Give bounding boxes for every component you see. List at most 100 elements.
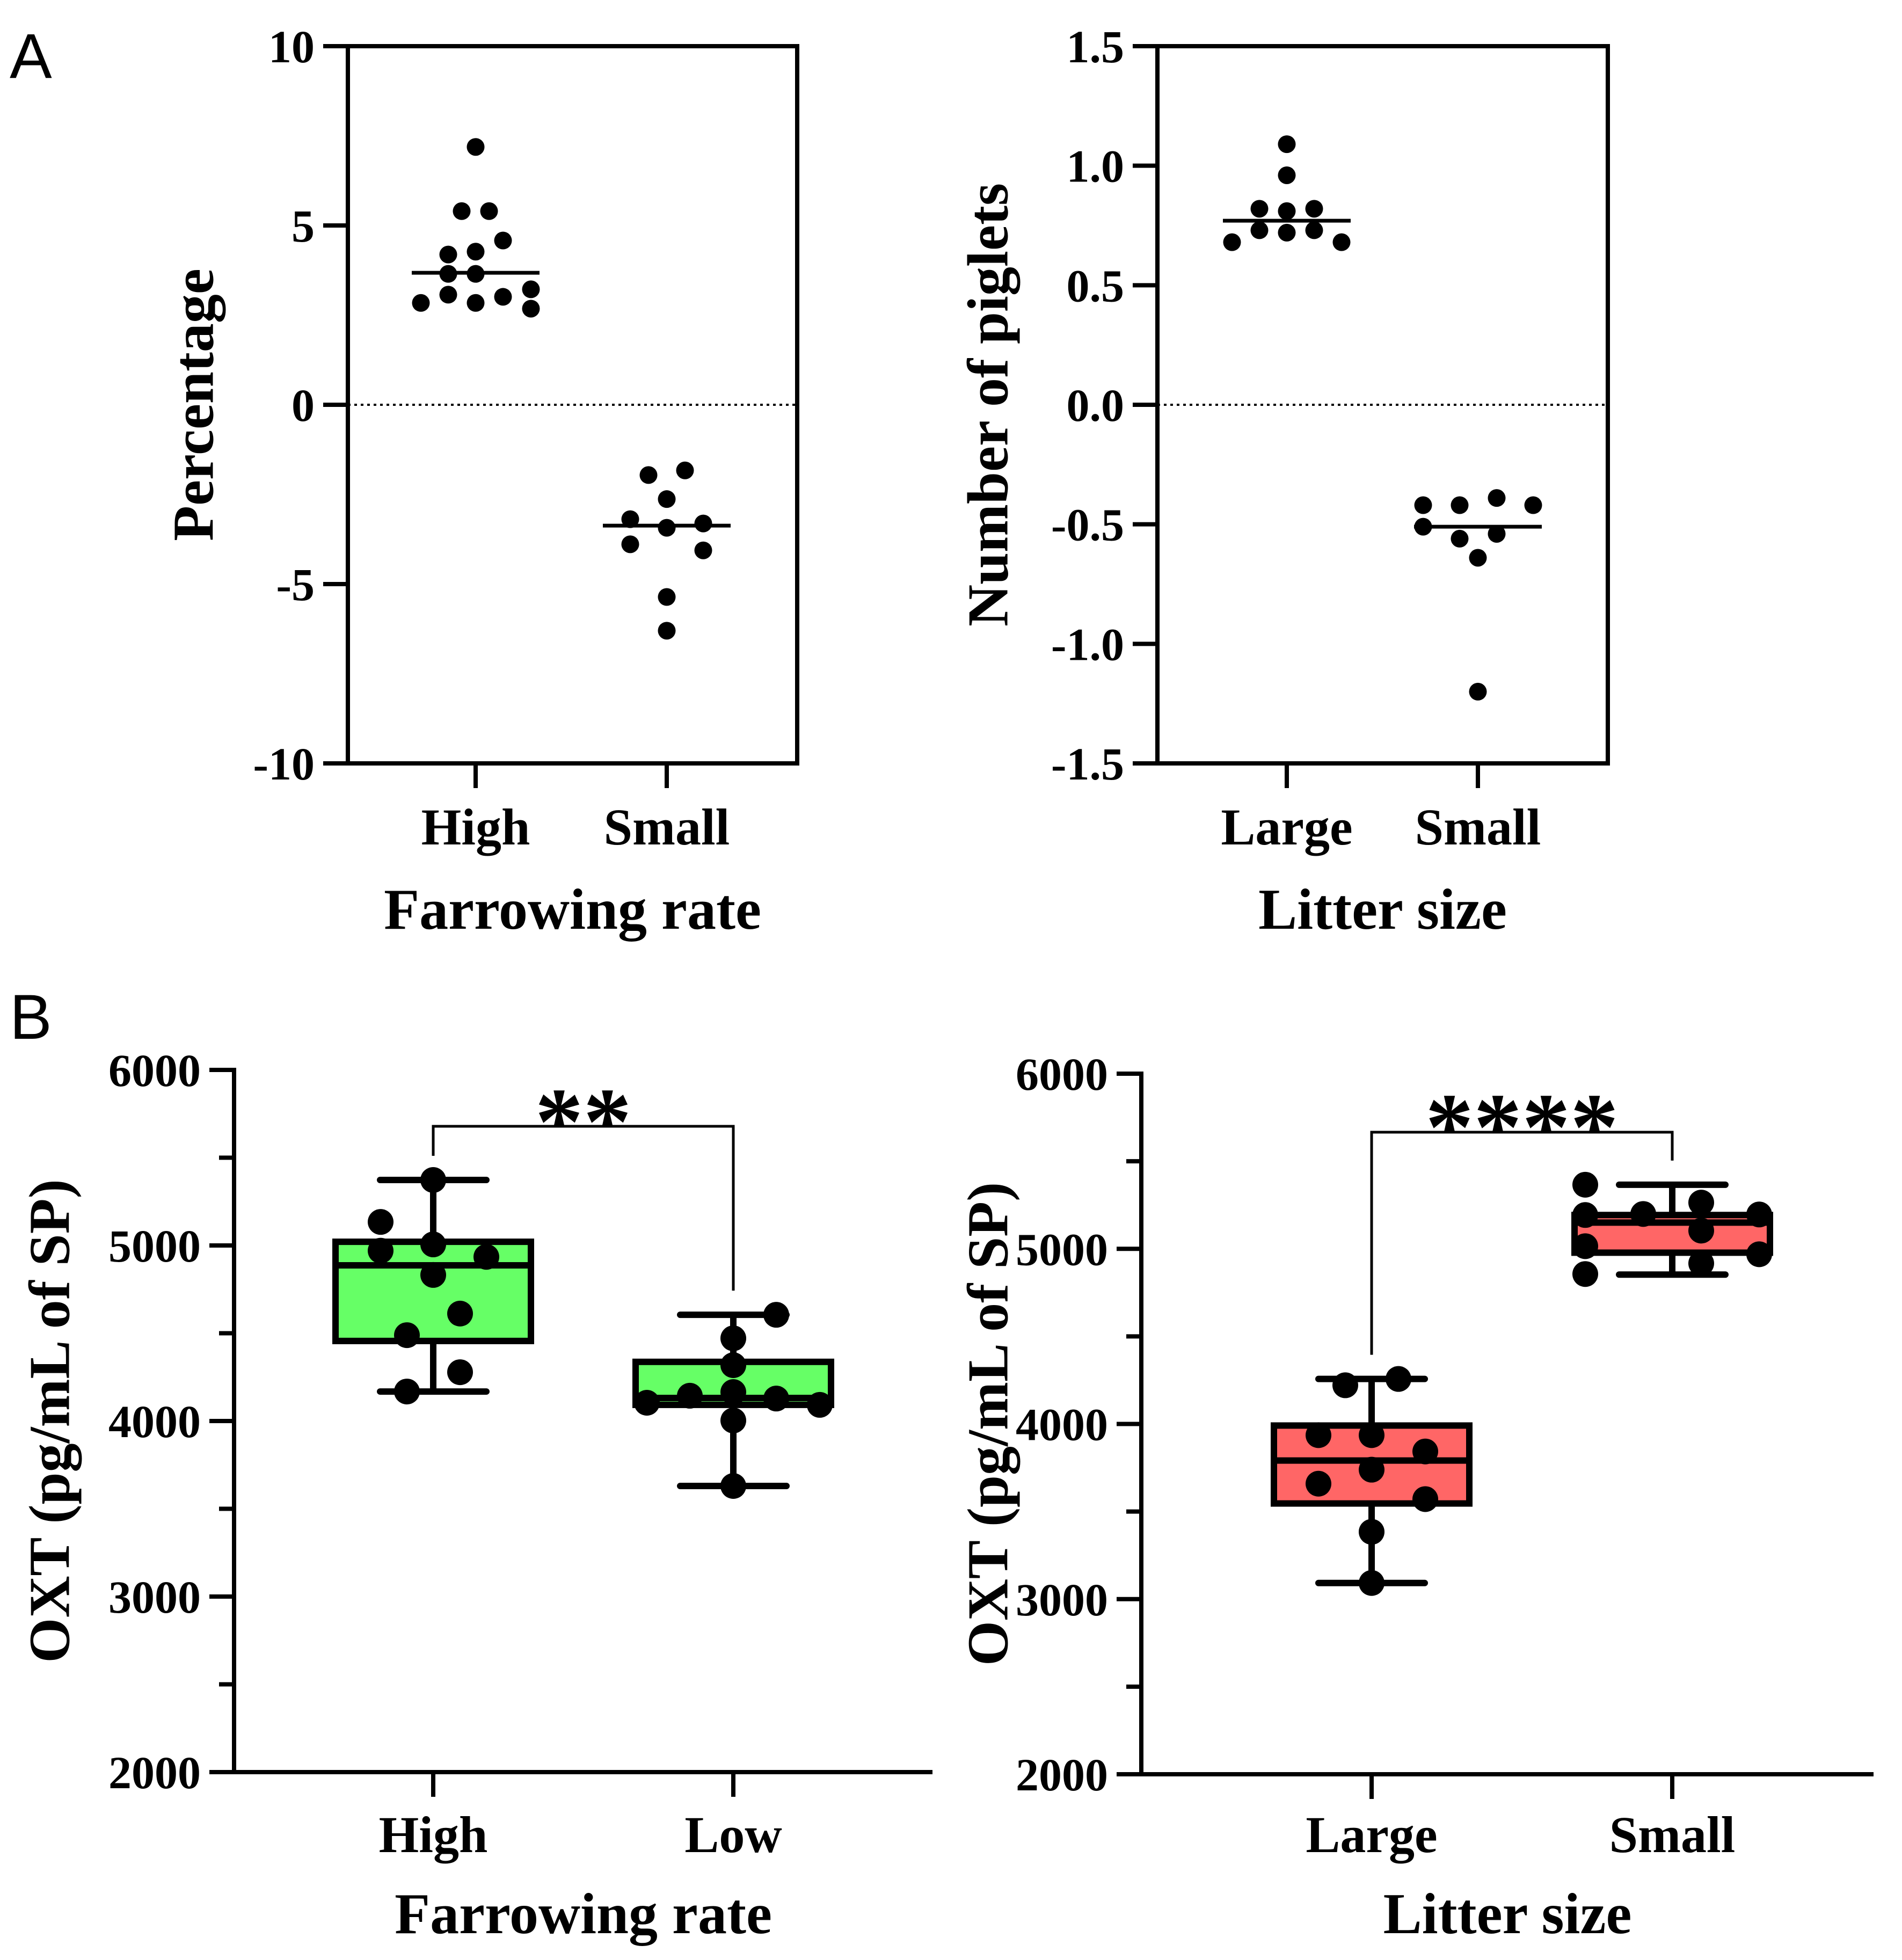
- y-axis-title: Percentage: [162, 268, 226, 541]
- data-point: [1746, 1201, 1772, 1228]
- data-point: [394, 1322, 420, 1349]
- data-point: [658, 588, 676, 606]
- data-point: [1572, 1202, 1598, 1228]
- y-tick-label: -1.5: [1051, 738, 1124, 790]
- data-point: [522, 280, 540, 298]
- x-category-label: Small: [1415, 798, 1541, 856]
- y-tick-label: 2000: [108, 1747, 201, 1798]
- data-point: [412, 294, 430, 312]
- y-axis-title: Number of piglets: [957, 183, 1021, 626]
- data-point: [453, 202, 471, 220]
- data-point: [694, 541, 712, 559]
- data-point: [473, 1244, 499, 1270]
- data-point: [621, 535, 639, 553]
- chart-panel-2: 1.5 1.0 0.5 0.0 -0.5 -1.0 -1.5 Large Small Litter…: [957, 21, 1610, 942]
- data-point: [1305, 221, 1323, 239]
- data-point: [1688, 1190, 1714, 1216]
- data-point: [1572, 1233, 1598, 1259]
- x-category-label: High: [379, 1806, 488, 1863]
- data-point: [1630, 1201, 1656, 1227]
- y-tick-label: 1.5: [1067, 21, 1125, 72]
- x-category-label: High: [421, 798, 530, 856]
- y-tick-label: 2000: [1016, 1749, 1108, 1801]
- series-large: [1223, 135, 1351, 251]
- box-iqr: [332, 1238, 534, 1344]
- data-point: [1359, 1422, 1384, 1448]
- chart-panel-3: 6000 5000 4000 3000 2000 High Low Farrowing rat…: [18, 1045, 932, 1946]
- y-tick-label: 4000: [1016, 1399, 1108, 1451]
- series-high: [412, 138, 540, 318]
- data-point: [720, 1325, 746, 1351]
- x-axis-title: Farrowing rate: [395, 1882, 772, 1946]
- series-small: [603, 461, 731, 640]
- data-point: [1414, 496, 1432, 514]
- x-category-label: Large: [1221, 798, 1352, 856]
- panel-letter-a: A: [10, 21, 52, 92]
- y-tick-label: 0: [292, 380, 315, 431]
- y-tick-label: 4000: [108, 1396, 201, 1447]
- significance-bracket: [1370, 1131, 1674, 1355]
- chart-panel-1: 10 5 0 -5 -10 High Small Farrowing rate Percenta…: [162, 21, 799, 942]
- data-point: [480, 202, 498, 220]
- data-point: [447, 1300, 473, 1327]
- y-tick-label: -1.0: [1051, 618, 1124, 670]
- x-category-label: Large: [1306, 1806, 1437, 1863]
- y-tick-label: 6000: [108, 1045, 201, 1096]
- data-point: [1451, 529, 1469, 548]
- y-tick-label: 6000: [1016, 1048, 1108, 1100]
- data-point: [1572, 1171, 1598, 1198]
- data-point: [1250, 221, 1269, 239]
- data-point: [1386, 1366, 1411, 1392]
- data-point: [420, 1167, 446, 1193]
- data-point: [467, 294, 485, 312]
- y-tick-label: 3000: [1016, 1574, 1108, 1626]
- series-low: [632, 1302, 834, 1499]
- series-large: [1271, 1366, 1473, 1596]
- data-point: [522, 300, 540, 318]
- data-point: [1332, 1372, 1358, 1398]
- y-tick-label: 5000: [1016, 1223, 1108, 1275]
- data-point: [368, 1209, 393, 1235]
- y-tick-label: -0.5: [1051, 499, 1124, 551]
- data-point: [368, 1237, 393, 1264]
- data-point: [763, 1302, 789, 1328]
- data-point: [1332, 233, 1351, 251]
- data-point: [1688, 1250, 1714, 1277]
- data-point: [1306, 1422, 1331, 1448]
- x-category-label: Small: [604, 798, 730, 856]
- significance-bracket: [432, 1125, 735, 1291]
- data-point: [447, 1359, 473, 1386]
- y-tick-label: 5000: [108, 1220, 201, 1272]
- data-point: [494, 231, 512, 250]
- data-point: [1412, 1438, 1438, 1464]
- data-point: [677, 1382, 703, 1409]
- y-tick-label: 0.0: [1067, 380, 1125, 431]
- chart-panel-4: 6000 5000 4000 3000 2000 Large Small Litter siz…: [957, 1048, 1874, 1946]
- data-point: [621, 510, 639, 528]
- y-tick-label: 3000: [108, 1571, 201, 1623]
- data-point: [1278, 202, 1296, 220]
- y-tick-label: -5: [276, 559, 315, 610]
- data-point: [1572, 1261, 1598, 1287]
- series-small: [1571, 1171, 1773, 1287]
- data-point: [439, 265, 457, 283]
- data-point: [1524, 496, 1542, 514]
- y-axis-title: OXT (pg/mL of SP): [957, 1182, 1021, 1666]
- data-point: [420, 1262, 446, 1288]
- data-point: [439, 286, 457, 304]
- data-point: [1306, 1470, 1331, 1497]
- data-point: [1359, 1456, 1384, 1483]
- y-tick-label: 1.0: [1067, 141, 1125, 192]
- data-point: [1412, 1486, 1438, 1512]
- data-point: [1469, 549, 1487, 567]
- y-tick-label: 10: [268, 21, 315, 72]
- data-point: [763, 1386, 789, 1412]
- significance-label: **: [535, 1068, 632, 1175]
- data-point: [639, 466, 658, 484]
- x-axis-title: Litter size: [1383, 1882, 1632, 1946]
- data-point: [1278, 223, 1296, 242]
- data-point: [1278, 135, 1296, 154]
- data-point: [634, 1389, 660, 1416]
